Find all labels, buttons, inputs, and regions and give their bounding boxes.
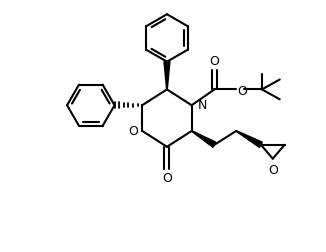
- Text: O: O: [128, 125, 138, 138]
- Text: O: O: [210, 54, 219, 67]
- Polygon shape: [192, 131, 216, 148]
- Text: O: O: [237, 85, 247, 98]
- Polygon shape: [236, 131, 262, 148]
- Text: O: O: [268, 163, 278, 176]
- Text: N: N: [198, 98, 207, 111]
- Polygon shape: [164, 62, 170, 90]
- Text: O: O: [162, 172, 172, 185]
